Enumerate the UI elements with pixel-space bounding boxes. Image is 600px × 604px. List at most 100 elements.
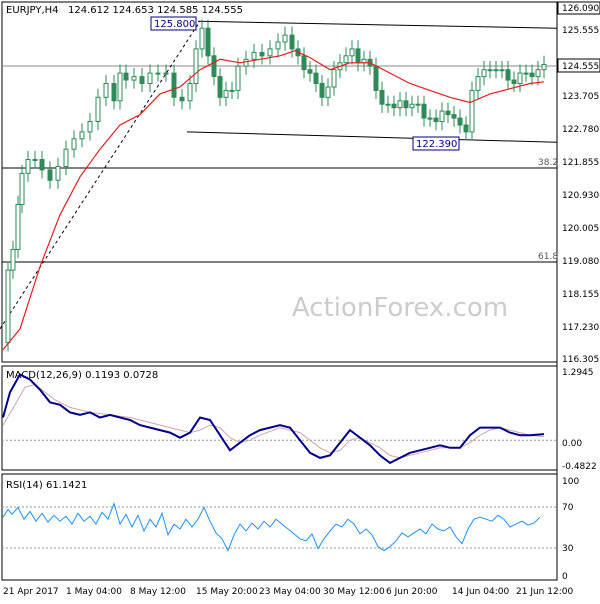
candle-body <box>15 204 21 250</box>
candle-body <box>259 51 265 57</box>
candle <box>475 67 481 99</box>
candle-body <box>409 103 415 109</box>
header-symbol: EURJPY,H4 <box>6 5 59 16</box>
candle-body <box>217 76 223 98</box>
candle-body <box>445 110 451 116</box>
candle-body <box>87 121 93 133</box>
candle <box>95 88 101 131</box>
moving-average-line <box>2 50 545 350</box>
time-axis: 21 Apr 2017 1 May 04:00 8 May 12:00 15 M… <box>3 587 573 597</box>
candle <box>163 64 169 82</box>
candle-body <box>421 103 427 119</box>
candle-body <box>469 89 475 133</box>
candle-body <box>499 69 505 72</box>
candle <box>243 50 249 75</box>
candle-body <box>111 83 117 102</box>
price-tick: 118.155 <box>562 290 599 300</box>
candle <box>433 109 439 131</box>
candle <box>39 150 45 179</box>
time-label: 30 May 12:00 <box>323 587 385 597</box>
candle <box>313 64 319 93</box>
candle-body <box>331 69 337 88</box>
candle <box>123 64 129 89</box>
candle <box>171 64 177 106</box>
candle-body <box>481 69 487 78</box>
candle <box>111 74 117 110</box>
candle <box>307 61 313 82</box>
candle <box>361 50 367 72</box>
high-annotation: 125.800 <box>154 19 195 30</box>
candle-body <box>243 58 249 67</box>
candle-body <box>282 34 288 43</box>
macd-tick: -0.4822 <box>562 462 597 472</box>
price-tick: 125.555 <box>562 26 599 36</box>
candle <box>211 47 217 86</box>
candle <box>10 240 16 279</box>
candle-body <box>457 117 463 126</box>
candle <box>229 81 235 99</box>
candle <box>5 261 11 352</box>
candle-body <box>523 72 529 75</box>
price-tick: 120.930 <box>562 191 599 201</box>
price-tick: 117.230 <box>562 323 599 333</box>
candle <box>87 112 93 141</box>
candle <box>32 150 38 169</box>
candle <box>499 61 505 79</box>
price-tick: 121.855 <box>562 158 599 168</box>
rsi-panel-frame <box>1 473 558 581</box>
candle <box>235 57 241 99</box>
time-label: 6 Jun 20:00 <box>386 587 438 597</box>
macd-signal-line <box>2 384 545 459</box>
candle <box>457 109 463 134</box>
candle-body <box>10 248 16 271</box>
candle <box>155 64 161 82</box>
candle-body <box>55 165 61 181</box>
candle-body <box>199 27 205 50</box>
candle <box>415 95 421 113</box>
price-tick: 120.005 <box>562 224 599 234</box>
candle <box>267 40 273 65</box>
candle <box>217 67 223 106</box>
candle <box>529 64 535 86</box>
rsi-line <box>2 501 541 552</box>
candle-body <box>19 172 25 205</box>
candle-body <box>313 72 319 84</box>
low-annotation-box <box>412 136 460 151</box>
candle-body <box>433 117 439 123</box>
candle-body <box>391 103 397 109</box>
candle-body <box>529 72 535 78</box>
candle-body <box>493 69 499 72</box>
rsi-tick: 100 <box>562 477 579 487</box>
candle <box>251 43 257 68</box>
top-price-label: 126.090 <box>562 4 599 14</box>
candle-body <box>451 114 457 119</box>
price-axis: 125.555 123.705 122.780 121.855 120.930 … <box>557 1 600 365</box>
time-label: 14 Jun 04:00 <box>452 587 509 597</box>
candle <box>319 74 325 106</box>
candle <box>19 164 25 214</box>
candle-body <box>187 83 193 102</box>
candle <box>289 26 295 58</box>
candle-body <box>79 131 85 140</box>
macd-tick: 1.2945 <box>562 368 594 378</box>
candle-body <box>307 69 313 74</box>
candle <box>25 150 31 182</box>
candle-body <box>385 103 391 106</box>
candle-body <box>379 89 385 105</box>
candle-body <box>95 96 101 123</box>
candle <box>523 64 529 82</box>
candle <box>223 81 229 106</box>
candle-body <box>487 69 493 72</box>
candle-body <box>139 76 145 84</box>
candle <box>505 61 511 89</box>
candle-body <box>343 55 349 64</box>
candle <box>63 140 69 176</box>
high-annotation-box <box>150 16 197 31</box>
candle <box>469 81 475 141</box>
candle-body <box>171 72 177 98</box>
candle-body <box>25 159 31 174</box>
candle-body <box>103 83 109 98</box>
candle <box>517 64 523 93</box>
candle-body <box>5 269 11 344</box>
candle <box>301 47 307 79</box>
